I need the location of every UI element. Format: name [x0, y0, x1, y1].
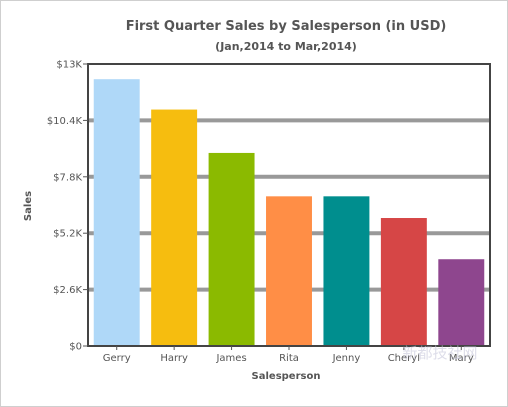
y-tick-label: $2.6K	[53, 285, 82, 296]
y-tick-labels: $0 $2.6K $5.2K $7.8K $10.4K $13K	[47, 60, 88, 353]
bar-rita	[266, 196, 312, 346]
x-tick-label: James	[215, 353, 246, 364]
x-tick-label: Rita	[279, 353, 299, 364]
bar-gerry	[93, 79, 140, 346]
watermark: 新都技社网	[402, 344, 477, 362]
y-axis-title: Sales	[23, 191, 34, 221]
y-tick-label: $0	[69, 342, 82, 353]
y-tick-label: $10.4K	[47, 116, 83, 127]
bar-mary	[438, 259, 485, 346]
x-tick-label: Cheryl	[388, 353, 420, 364]
bar-harry	[151, 109, 198, 346]
y-tick-label: $13K	[56, 60, 82, 71]
chart-subtitle: (Jan,2014 to Mar,2014)	[215, 40, 357, 53]
x-tick-label: Mary	[449, 353, 474, 364]
x-axis-title: Salesperson	[252, 371, 321, 382]
y-tick-label: $5.2K	[53, 229, 82, 240]
chart-title: First Quarter Sales by Salesperson (in U…	[126, 19, 447, 34]
x-tick-label: Jenny	[332, 353, 361, 364]
x-tick-labels: Gerry Harry James Rita Jenny Cheryl Mary	[103, 346, 474, 364]
bar-jenny	[323, 196, 370, 346]
x-tick-label: Harry	[160, 353, 188, 364]
bar-james	[208, 152, 255, 346]
y-tick-label: $7.8K	[53, 172, 82, 183]
x-tick-label: Gerry	[103, 353, 131, 364]
bar-cheryl	[380, 218, 427, 346]
bars	[93, 79, 485, 346]
